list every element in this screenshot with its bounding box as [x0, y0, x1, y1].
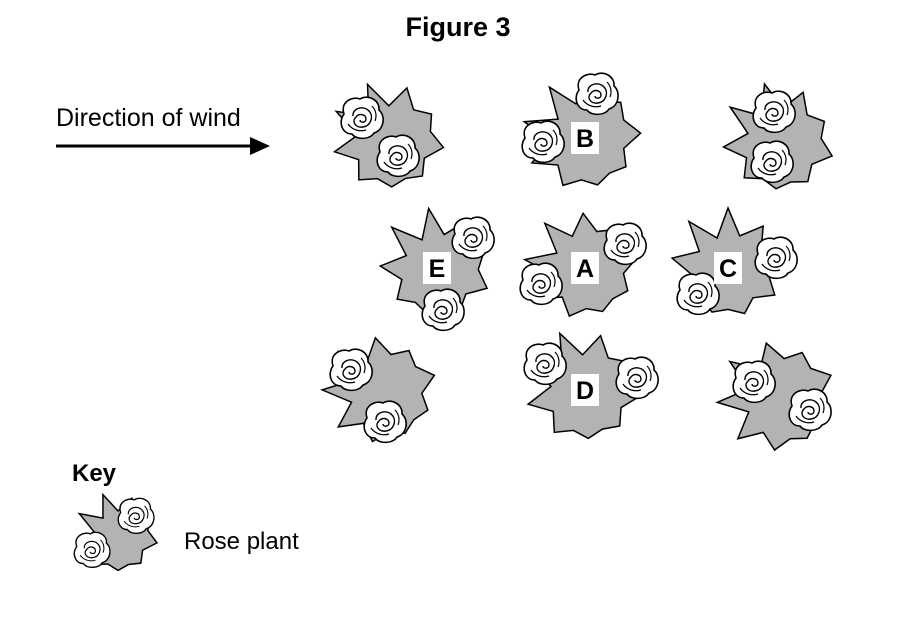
plant-label: C — [719, 255, 737, 283]
rose-flower-icon — [340, 96, 384, 140]
leaf-shape — [721, 82, 834, 190]
rose-plant-bottom-left — [319, 336, 436, 444]
key-label: Rose plant — [184, 528, 299, 555]
plant-label: D — [576, 377, 594, 405]
rose-flower-icon — [575, 72, 619, 116]
rose-flower-icon — [732, 360, 776, 404]
rose-plant-b: B — [521, 72, 642, 187]
wind-direction-label: Direction of wind — [56, 104, 241, 132]
rose-plant-top-left — [332, 82, 445, 188]
wind-arrow-icon — [56, 137, 270, 155]
rose-flower-icon — [329, 348, 373, 392]
rose-flower-icon — [521, 120, 565, 164]
rose-flower-icon — [376, 134, 420, 178]
rose-flower-icon — [519, 262, 563, 306]
rose-flower-icon — [73, 531, 111, 568]
rose-plant-d: D — [523, 331, 659, 440]
plant-label: B — [576, 125, 594, 153]
rose-plant-e: E — [378, 206, 495, 332]
rose-flower-icon — [676, 272, 720, 316]
rose-flower-icon — [750, 140, 794, 184]
plant-label-box — [423, 252, 451, 284]
leaf-shape — [715, 341, 833, 452]
rose-flower-icon — [523, 342, 567, 386]
rose-plant-top-right — [721, 82, 834, 190]
rose-flower-icon — [752, 90, 796, 134]
plant-label: A — [576, 255, 594, 283]
rose-flower-icon — [363, 400, 407, 444]
plant-label-box — [571, 374, 599, 406]
rose-plant-bottom-right — [715, 341, 833, 452]
rose-flower-icon — [788, 388, 832, 432]
rose-flower-icon — [603, 222, 647, 266]
plant-label-box — [571, 252, 599, 284]
plant-label: E — [429, 255, 446, 283]
rose-flower-icon — [754, 236, 798, 280]
figure-title: Figure 3 — [405, 12, 511, 42]
key-title: Key — [72, 460, 117, 487]
rose-flower-icon — [421, 288, 465, 332]
key-rose-plant-icon — [73, 492, 159, 572]
plant-label-box — [571, 122, 599, 154]
rose-plant-c: C — [670, 205, 798, 316]
plant-label-box — [714, 252, 742, 284]
rose-flower-icon — [615, 356, 659, 400]
rose-flower-icon — [451, 216, 495, 260]
rose-flower-icon — [117, 497, 155, 534]
rose-plant-a: A — [519, 211, 647, 318]
